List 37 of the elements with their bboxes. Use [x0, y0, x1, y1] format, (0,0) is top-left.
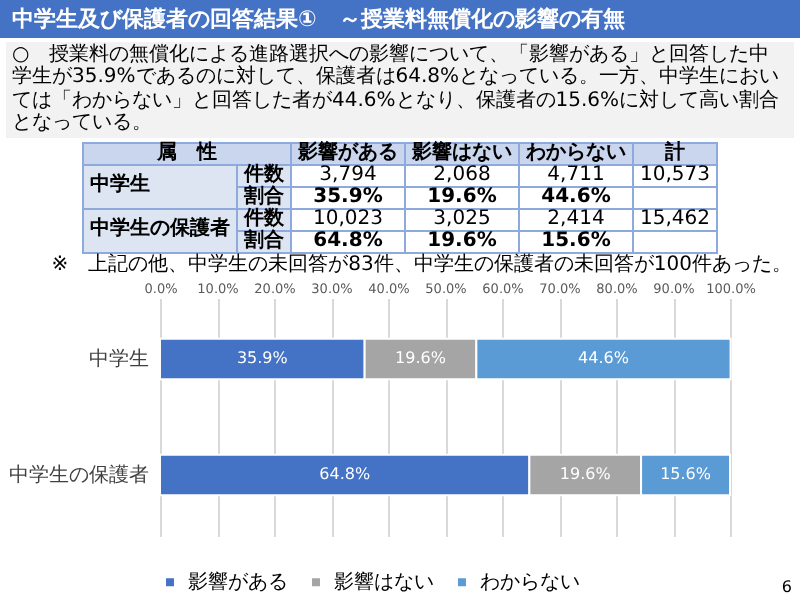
category-label: 割合: [244, 185, 284, 208]
text: 44.6%: [541, 185, 611, 208]
legend-label: わからない: [480, 571, 580, 594]
text: 中学生及び保護者の回答結果① ～授業料無償化の影響の有無: [0, 0, 800, 38]
category-label: 影響はない: [405, 141, 519, 165]
category-label: 割合: [244, 229, 284, 252]
text: 19.6%: [427, 185, 497, 208]
text: 4,711: [547, 163, 605, 186]
category-label: 件数: [244, 207, 284, 230]
text: 15.6%: [541, 229, 611, 252]
text: 15,462: [640, 207, 710, 230]
data-label: 15.6%: [660, 464, 712, 483]
text: 35.9%: [313, 185, 383, 208]
data-label: 19.6%: [395, 348, 447, 367]
category-label: わからない: [519, 141, 633, 165]
text: 19.6%: [427, 229, 497, 252]
data-label: 44.6%: [578, 348, 630, 367]
text: 10,573: [640, 163, 710, 186]
text: 3,794: [319, 163, 377, 186]
text: ○ 授業料の無償化による進路選択への影響について、「影響がある」と回答した中学生が35.9%であるのに対して、保護者は64.8%となっている。一方、中学生においては「わからない」と回答した者が44.6%となり、保護者の15.6%に対して高い割合となっている。: [6, 42, 794, 138]
data-label: 64.8%: [319, 464, 371, 483]
text: 6: [781, 578, 792, 596]
text: 3,025: [433, 207, 491, 230]
category-label: 影響がある: [291, 141, 405, 165]
text: 64.8%: [313, 229, 383, 252]
text: 属 性: [83, 141, 291, 165]
text: 2,414: [547, 207, 605, 230]
text: 10,023: [313, 207, 383, 230]
text: 2,068: [433, 163, 491, 186]
category-label: 計: [633, 141, 717, 165]
data-label: 19.6%: [559, 464, 612, 483]
category-label: 中学生の保護者: [90, 218, 230, 241]
text: ※ 上記の他、中学生の未回答が83件、中学生の保護者の未回答が100件あった。: [49, 253, 794, 278]
legend-label: 影響がある: [188, 569, 288, 594]
legend-label: 影響はない: [334, 569, 434, 594]
data-label: 35.9%: [236, 348, 289, 367]
category-label: 件数: [244, 163, 284, 186]
